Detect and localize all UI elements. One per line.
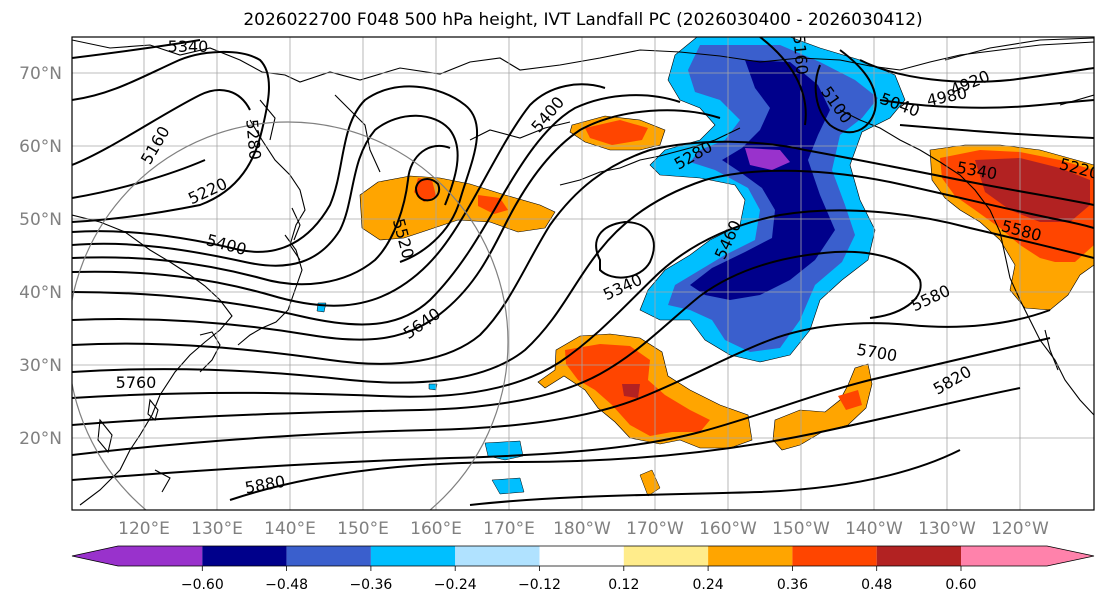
colorbar-tick-label: 0.36: [777, 577, 808, 593]
colorbar-swatch: [539, 546, 624, 566]
contour-label: 5760: [116, 373, 157, 392]
colorbar-swatch: [792, 546, 877, 566]
colorbar-extend-low: [72, 546, 118, 566]
colorbar-tick-label: 0.24: [693, 577, 724, 593]
lon-label: 130°E: [191, 519, 243, 539]
colorbar-tick-label: 0.12: [608, 577, 639, 593]
lon-label: 120°E: [118, 519, 170, 539]
colorbar-swatch: [961, 546, 1047, 566]
colorbar-swatch: [876, 546, 961, 566]
ivt-negative-shading: [316, 37, 906, 495]
lat-label: 60°N: [19, 137, 62, 157]
height-contours: [72, 37, 1094, 506]
map-title: 2026022700 F048 500 hPa height, IVT Land…: [243, 10, 922, 30]
contour-label: 5160: [789, 33, 811, 75]
hemisphere-circle: [72, 121, 509, 510]
colorbar-tick-label: −0.12: [518, 577, 561, 593]
lon-label: 160°E: [410, 519, 462, 539]
lat-label: 40°N: [19, 283, 62, 303]
colorbar-swatch: [708, 546, 793, 566]
lon-label: 130°W: [918, 519, 976, 539]
map-panel: 5340 5160 5280 5220 5400 5520 5640 5760 …: [71, 33, 1095, 511]
lon-label: 150°E: [337, 519, 389, 539]
colorbar-swatch: [623, 546, 709, 566]
colorbar-swatch: [118, 546, 203, 566]
colorbar-tick-label: −0.60: [181, 577, 224, 593]
colorbar-swatch: [286, 546, 371, 566]
lat-label: 50°N: [19, 210, 62, 230]
lat-label: 20°N: [19, 429, 62, 449]
lon-label: 120°W: [991, 519, 1049, 539]
colorbar-tick-label: −0.36: [349, 577, 392, 593]
lon-label: 150°W: [772, 519, 830, 539]
colorbar: −0.60 −0.48 −0.36 −0.24 −0.12 0.12 0.24 …: [71, 545, 1095, 593]
lon-label: 160°W: [699, 519, 757, 539]
contour-label: 5280: [242, 118, 264, 160]
latitude-axis: 70°N 60°N 50°N 40°N 30°N 20°N: [19, 64, 62, 449]
colorbar-tick-label: 0.60: [945, 577, 976, 593]
colorbar-swatch: [455, 546, 540, 566]
lon-label: 140°W: [845, 519, 903, 539]
lat-label: 30°N: [19, 356, 62, 376]
longitude-axis: 120°E 130°E 140°E 150°E 160°E 170°E 180°…: [118, 519, 1049, 539]
contour-label: 5340: [168, 37, 209, 56]
map-frame: [71, 36, 1095, 511]
colorbar-tick-label: −0.24: [434, 577, 477, 593]
colorbar-tick-label: −0.48: [265, 577, 308, 593]
lon-label: 180°W: [553, 519, 611, 539]
colorbar-tick-label: 0.48: [861, 577, 892, 593]
lon-label: 170°E: [483, 519, 535, 539]
colorbar-swatch: [202, 546, 287, 566]
lat-label: 70°N: [19, 64, 62, 84]
colorbar-extend-high: [1047, 546, 1094, 566]
colorbar-swatch: [370, 546, 456, 566]
lon-label: 140°E: [264, 519, 316, 539]
lon-label: 170°W: [626, 519, 684, 539]
